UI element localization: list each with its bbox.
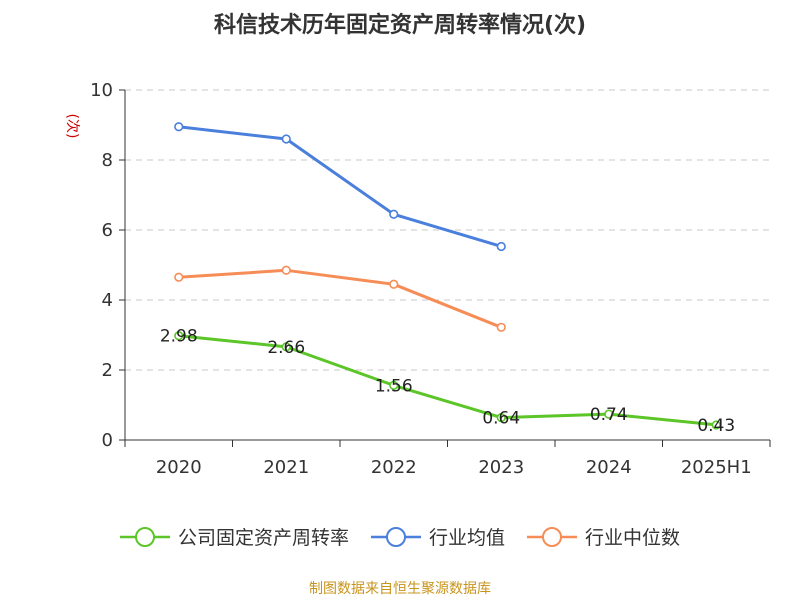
x-tick-label: 2022 [371,457,417,478]
data-label: 0.64 [482,409,520,429]
x-tick-label: 2021 [263,457,309,478]
x-tick-label: 2020 [156,457,202,478]
data-point [711,420,721,430]
y-tick-label: 8 [102,150,113,171]
y-tick-label: 0 [102,430,113,451]
series-group [174,122,721,430]
data-point [496,241,506,252]
legend-marker [135,527,155,547]
x-tick-label: 2023 [478,457,524,478]
data-label: 2.98 [160,327,198,347]
legend: 公司固定资产周转率 行业均值 行业中位数 [120,527,680,549]
data-label: 0.43 [697,416,735,436]
data-point [281,342,291,352]
y-axis-unit: (次) [64,114,80,139]
data-point [174,122,184,132]
data-point [496,413,506,423]
data-label: 0.74 [590,405,628,425]
data-label: 2.66 [267,338,305,358]
data-point [281,265,291,275]
axes: 0 2 4 6 8 10 2020 2021 2022 2023 2024 2025H1 [90,80,771,478]
y-tick-label: 10 [90,80,113,101]
data-point [389,209,399,219]
chart-title: 科信技术历年固定资产周转率情况(次) [214,12,586,38]
y-tick-label: 6 [102,220,113,241]
legend-label: 行业中位数 [585,527,680,549]
x-tick-label: 2025H1 [681,457,752,478]
series-line [178,268,502,329]
series-line [178,125,502,248]
y-tick-label: 2 [102,360,113,381]
data-point [174,272,184,282]
legend-label: 行业均值 [429,527,505,549]
data-label: 1.56 [375,376,413,396]
legend-label: 公司固定资产周转率 [178,527,349,549]
x-tick-label: 2024 [586,457,632,478]
legend-marker [386,527,406,547]
data-point [281,134,291,144]
data-point [389,279,399,289]
data-labels: 2.98 2.66 1.56 0.64 0.74 0.43 [160,327,735,436]
data-point [604,409,614,419]
source-note: 制图数据来自恒生聚源数据库 [309,581,491,597]
data-point [174,331,184,341]
legend-marker [542,527,562,547]
data-point [496,322,506,332]
y-tick-label: 4 [102,290,113,311]
data-point [389,380,399,391]
series-line [178,334,717,427]
